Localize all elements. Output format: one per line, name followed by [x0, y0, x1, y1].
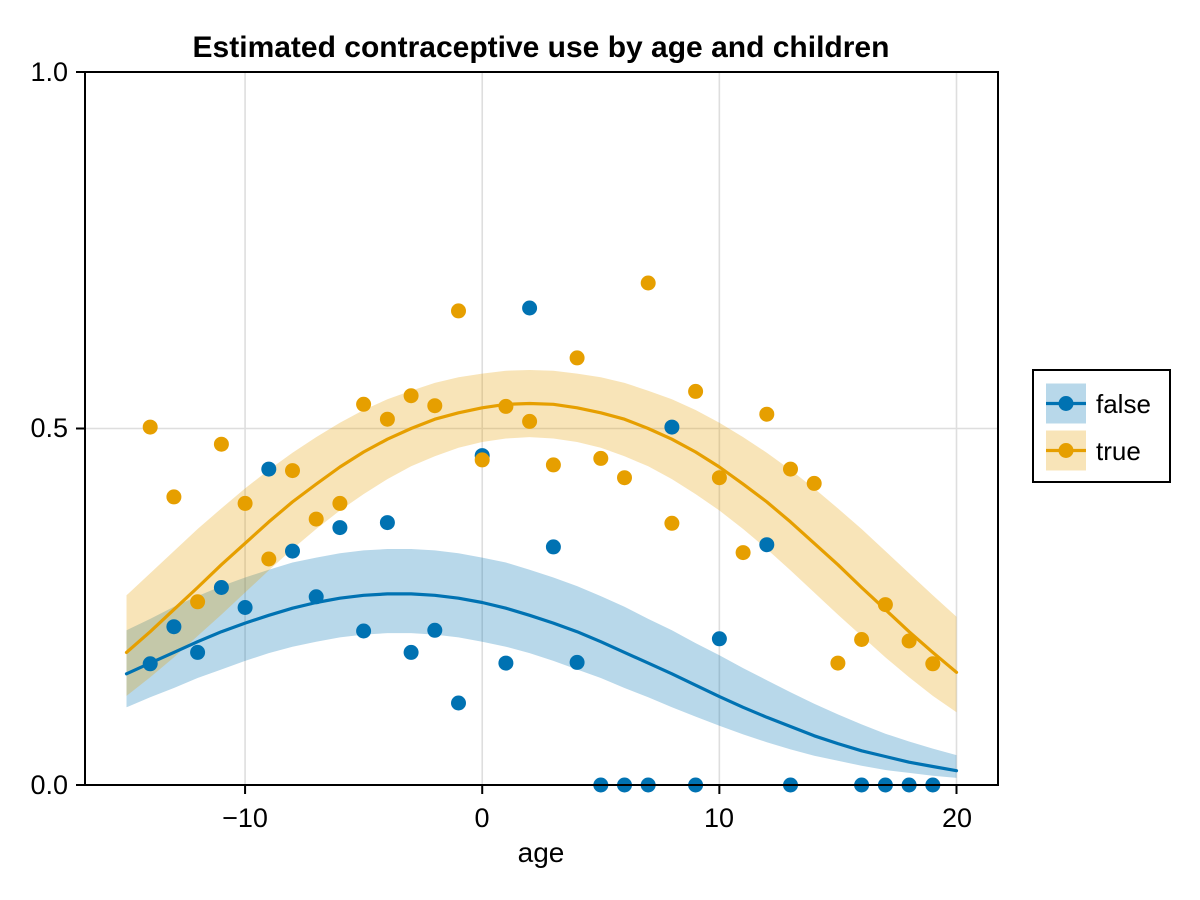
- false-scatter-point: [261, 461, 277, 477]
- true-scatter-point: [688, 383, 704, 399]
- true-confidence-band: [126, 370, 957, 713]
- x-tick-label: 20: [942, 803, 972, 833]
- x-tick-label: 10: [704, 803, 734, 833]
- false-scatter-point: [379, 515, 395, 531]
- legend-swatch-point: [1058, 396, 1074, 411]
- false-scatter-point: [356, 623, 372, 639]
- x-tick-label: 0: [474, 803, 489, 833]
- true-scatter-point: [474, 452, 490, 468]
- true-scatter-point: [806, 475, 822, 491]
- plot-frame: [84, 71, 999, 786]
- false-scatter-point: [166, 619, 182, 635]
- true-scatter-point: [759, 406, 775, 422]
- true-scatter-point: [711, 470, 727, 486]
- false-fit-line: [124, 592, 959, 773]
- true-scatter-point: [569, 350, 585, 366]
- true-scatter-point: [617, 470, 632, 486]
- y-tick-label: 1.0: [30, 57, 68, 87]
- true-scatter-point: [166, 489, 182, 505]
- false-scatter-point: [427, 622, 443, 638]
- true-scatter-point: [593, 450, 609, 466]
- true-scatter-point: [190, 594, 206, 610]
- false-scatter-point: [237, 600, 253, 615]
- true-scatter-point: [925, 656, 941, 672]
- false-scatter-point: [308, 589, 324, 605]
- true-scatter-point: [356, 396, 372, 412]
- true-scatter-point: [783, 461, 798, 477]
- legend-swatch-point: [1058, 443, 1074, 458]
- true-scatter-point: [213, 436, 229, 452]
- x-tick-label: −10: [222, 803, 268, 833]
- true-scatter-point: [332, 495, 348, 511]
- false-confidence-band: [126, 549, 957, 778]
- plot-area: false true: [76, 71, 1171, 794]
- true-scatter-point: [451, 303, 466, 319]
- true-scatter-point: [142, 419, 158, 435]
- false-scatter-point: [285, 543, 300, 559]
- true-scatter-point: [403, 388, 419, 404]
- false-scatter-point: [332, 520, 348, 536]
- true-scatter-point: [308, 511, 324, 527]
- false-scatter-point: [142, 656, 158, 672]
- false-scatter-point: [522, 300, 538, 316]
- false-scatter-point: [498, 655, 514, 671]
- false-scatter-point: [451, 695, 466, 711]
- true-scatter-point: [735, 545, 751, 561]
- true-scatter-point: [830, 655, 846, 671]
- true-scatter-point: [427, 398, 443, 414]
- legend-label: false: [1096, 389, 1151, 419]
- true-scatter-point: [522, 413, 538, 429]
- true-scatter-point: [545, 457, 561, 473]
- true-scatter-point: [901, 633, 917, 649]
- true-scatter-point: [261, 551, 277, 567]
- chart-title: Estimated contraceptive use by age and c…: [193, 31, 890, 64]
- false-scatter-point: [403, 644, 419, 660]
- x-axis-label: age: [518, 837, 565, 868]
- true-scatter-point: [498, 398, 514, 414]
- true-scatter-point: [237, 495, 253, 511]
- false-scatter-point: [190, 644, 206, 660]
- false-scatter-point: [664, 419, 680, 435]
- true-scatter-point: [285, 463, 300, 479]
- false-scatter-point: [213, 580, 229, 595]
- legend-label: true: [1096, 436, 1141, 466]
- true-scatter-point: [664, 515, 680, 531]
- true-scatter-point: [854, 632, 870, 647]
- y-tick-label: 0.0: [30, 770, 68, 800]
- true-scatter-point: [640, 275, 656, 291]
- y-tick-label: 0.5: [30, 413, 68, 443]
- true-scatter-point: [379, 411, 395, 427]
- legend-box: [1032, 369, 1171, 483]
- false-scatter-point: [545, 539, 561, 555]
- false-scatter-point: [711, 631, 727, 647]
- true-scatter-point: [877, 597, 893, 613]
- true-fit-line: [124, 401, 959, 674]
- false-scatter-point: [759, 537, 775, 553]
- false-scatter-point: [569, 654, 585, 670]
